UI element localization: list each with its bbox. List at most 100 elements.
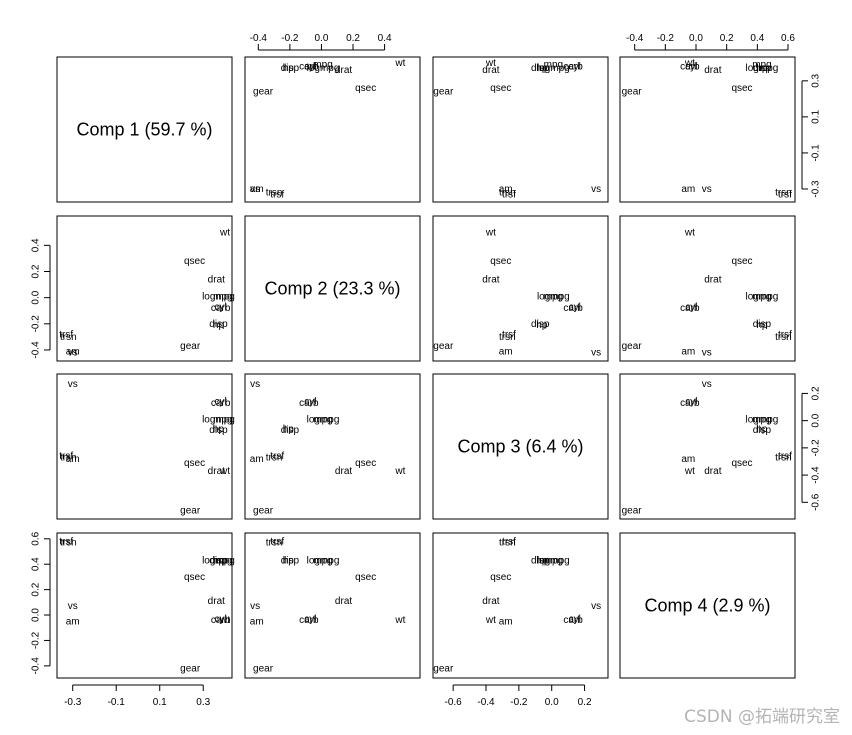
point-qsec-r4-c3: qsec — [490, 572, 511, 583]
point-disp-r1-c2: disp — [281, 63, 300, 74]
point-gear-r3-c4: gear — [622, 505, 643, 516]
diagonal-label-comp2: Comp 2 (23.3 %) — [264, 279, 400, 299]
point-drat-r2-c1: drat — [208, 274, 225, 285]
point-qsec-r2-c1: qsec — [184, 256, 205, 267]
point-qsec-r1-c4: qsec — [731, 83, 752, 94]
point-gear-r3-c1: gear — [180, 505, 201, 516]
point-mpg-r1-c2: mpg — [313, 60, 332, 71]
point-drat-r2-c3: drat — [482, 274, 499, 285]
point-mpg-r4-c1: mpg — [213, 555, 232, 566]
x-tick-label-comp4: 0.6 — [781, 33, 795, 44]
y-tick-label-comp1: -0.3 — [811, 180, 822, 198]
point-hp-r3-c4: hp — [756, 424, 768, 435]
panel-r3-c2 — [244, 373, 421, 520]
point-cyl-r1-c2: cyl — [304, 61, 316, 72]
point-hp-r2-c1: hp — [213, 320, 225, 331]
point-am-r4-c2: am — [250, 616, 264, 627]
point-logmpg-r4-c1: logmpg — [202, 555, 235, 566]
point-drat-r3-c2: drat — [335, 466, 352, 477]
point-disp-r3-c4: disp — [753, 425, 772, 436]
y-tick-label-comp4: -0.4 — [31, 657, 42, 675]
diagonal-label-comp4: Comp 4 (2.9 %) — [644, 596, 770, 616]
point-wt-r1-c2: wt — [394, 58, 405, 69]
point-vs-r2-c3: vs — [591, 348, 601, 359]
point-hp-r4-c3: hp — [536, 555, 548, 566]
point-wt-r2-c3: wt — [485, 227, 496, 238]
point-logmpg-r1-c2: logmpg — [307, 63, 340, 74]
point-disp-r4-c1: disp — [209, 555, 228, 566]
point-cyl-r2-c4: cyl — [685, 302, 697, 313]
point-gear-r4-c2: gear — [253, 663, 274, 674]
point-logmpg-r2-c3: logmpg — [537, 291, 570, 302]
point-logmpg-r3-c2: logmpg — [307, 414, 340, 425]
point-cyl-r3-c4: cyl — [685, 397, 697, 408]
point-drat-r3-c1: drat — [208, 466, 225, 477]
y-tick-label-comp4: -0.2 — [31, 631, 42, 649]
point-am-r2-c1: am — [66, 346, 80, 357]
point-qsec-r3-c4: qsec — [731, 458, 752, 469]
point-wt-r3-c1: wt — [219, 466, 230, 477]
point-trsn-r3-c4: trsn — [775, 452, 792, 463]
x-tick-label-comp2: 0.2 — [346, 33, 360, 44]
point-cyl-r2-c1: cyl — [215, 302, 227, 313]
point-trsf-r2-c1: trsf — [59, 329, 73, 340]
point-carb-r4-c2: carb — [299, 615, 319, 626]
point-am-r1-c3: am — [499, 184, 513, 195]
point-cyl-r1-c4: cyl — [685, 61, 697, 72]
point-wt-r1-c4: wt — [684, 58, 695, 69]
point-mpg-r1-c4: mpg — [752, 60, 771, 71]
point-drat-r2-c4: drat — [704, 274, 721, 285]
point-qsec-r3-c1: qsec — [184, 458, 205, 469]
y-tick-label-comp2: 0.2 — [31, 264, 42, 278]
point-cyl-r4-c2: cyl — [304, 614, 316, 625]
point-disp-r4-c2: disp — [281, 555, 300, 566]
y-tick-label-comp2: 0.4 — [31, 238, 42, 252]
y-tick-label-comp2: -0.2 — [31, 315, 42, 333]
x-tick-label-comp4: -0.4 — [626, 33, 644, 44]
point-hp-r2-c3: hp — [536, 320, 548, 331]
point-drat-r1-c3: drat — [482, 65, 499, 76]
point-mpg-r3-c4: mpg — [752, 414, 771, 425]
point-qsec-r2-c3: qsec — [490, 256, 511, 267]
point-trsf-r4-c2: trsf — [270, 536, 284, 547]
y-tick-label-comp4: 0.6 — [31, 531, 42, 545]
point-am-r3-c1: am — [66, 454, 80, 465]
point-am-r1-c2: am — [250, 184, 264, 195]
point-logmpg-r2-c4: logmpg — [746, 291, 779, 302]
x-tick-label-comp2: -0.2 — [281, 33, 299, 44]
point-cyl-r4-c3: cyl — [569, 614, 581, 625]
point-carb-r1-c3: carb — [563, 61, 583, 72]
panel-r4-c3 — [432, 532, 609, 679]
x-tick-label-comp3: 0.2 — [578, 697, 592, 708]
point-gear-r1-c3: gear — [433, 87, 454, 98]
point-trsf-r4-c1: trsf — [59, 536, 73, 547]
point-disp-r1-c3: disp — [531, 63, 550, 74]
x-tick-label-comp4: -0.2 — [657, 33, 675, 44]
point-trsn-r1-c3: trsn — [499, 188, 516, 199]
y-tick-label-comp1: 0.1 — [811, 109, 822, 123]
point-drat-r4-c2: drat — [335, 596, 352, 607]
x-tick-label-comp3: -0.4 — [477, 697, 495, 708]
point-am-r1-c4: am — [681, 184, 695, 195]
x-tick-label-comp3: 0.0 — [545, 697, 559, 708]
point-disp-r3-c1: disp — [209, 425, 228, 436]
point-logmpg-r4-c3: logmpg — [537, 555, 570, 566]
point-hp-r3-c1: hp — [213, 424, 225, 435]
panel-r4-c1 — [56, 532, 233, 679]
point-mpg-r2-c1: mpg — [213, 291, 232, 302]
point-carb-r2-c4: carb — [680, 303, 700, 314]
point-drat-r4-c1: drat — [208, 596, 225, 607]
point-hp-r1-c2: hp — [283, 63, 295, 74]
point-am-r3-c2: am — [250, 454, 264, 465]
point-wt-r2-c1: wt — [219, 227, 230, 238]
point-mpg-r2-c4: mpg — [752, 291, 771, 302]
point-cyl-r2-c3: cyl — [569, 302, 581, 313]
y-tick-label-comp1: 0.3 — [811, 73, 822, 87]
y-tick-label-comp3: -0.4 — [811, 466, 822, 484]
panel-r3-c3 — [432, 373, 609, 520]
point-logmpg-r3-c1: logmpg — [202, 414, 235, 425]
x-tick-label-comp4: 0.0 — [689, 33, 703, 44]
point-vs-r3-c4: vs — [702, 379, 712, 390]
point-qsec-r1-c3: qsec — [490, 83, 511, 94]
